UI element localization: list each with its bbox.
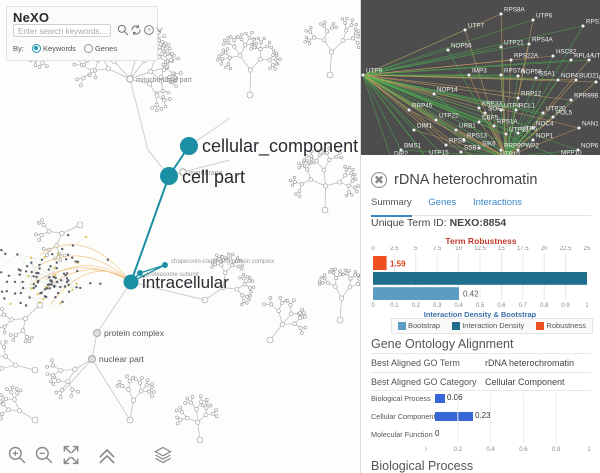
svg-text:URB1: URB1: [459, 123, 476, 130]
svg-text:mitochondrial part: mitochondrial part: [136, 77, 192, 84]
svg-text:UTP9: UTP9: [366, 68, 383, 75]
svg-text:PWP2: PWP2: [521, 143, 539, 150]
svg-text:RPS8A: RPS8A: [504, 7, 525, 14]
svg-text:22.5: 22.5: [560, 246, 572, 252]
svg-text:RRP45: RRP45: [412, 103, 433, 110]
svg-text:POL5: POL5: [556, 110, 573, 117]
svg-text:protein complex: protein complex: [104, 328, 165, 338]
svg-text:0.8: 0.8: [552, 447, 561, 453]
svg-text:CBF5: CBF5: [482, 115, 499, 122]
svg-text:RPS17B: RPS17B: [586, 19, 600, 26]
svg-text:0.8: 0.8: [540, 303, 549, 309]
svg-text:25: 25: [584, 246, 591, 252]
svg-text:12.5: 12.5: [474, 246, 486, 252]
svg-text:RPS13: RPS13: [467, 133, 487, 140]
svg-text:0.5: 0.5: [476, 303, 485, 309]
svg-text:NOP56: NOP56: [451, 43, 472, 50]
svg-text:NOC4: NOC4: [536, 121, 554, 128]
svg-text:nuclear part: nuclear part: [99, 354, 145, 364]
svg-text:SIK6: SIK6: [482, 141, 496, 148]
svg-text:cellular_component: cellular_component: [202, 136, 358, 157]
svg-text:RRP12: RRP12: [521, 91, 542, 98]
svg-text:RPS5: RPS5: [449, 138, 466, 145]
svg-text:0.1: 0.1: [390, 303, 399, 309]
svg-text:RCL1: RCL1: [519, 103, 536, 110]
svg-text:UTP13: UTP13: [592, 53, 600, 60]
svg-text:17.5: 17.5: [517, 246, 529, 252]
svg-text:NOP1: NOP1: [536, 133, 554, 140]
svg-text:0: 0: [425, 447, 427, 453]
svg-text:0: 0: [371, 246, 375, 252]
svg-text:15: 15: [498, 246, 505, 252]
svg-text:0.9: 0.9: [561, 303, 570, 309]
svg-text:2.5: 2.5: [390, 246, 399, 252]
svg-text:10: 10: [455, 246, 462, 252]
svg-text:UTP22: UTP22: [439, 113, 459, 120]
svg-text:0.6: 0.6: [497, 303, 506, 309]
svg-text:NAN1: NAN1: [582, 121, 599, 128]
svg-text:UTP6: UTP6: [536, 13, 553, 20]
svg-text:DIM1: DIM1: [417, 123, 433, 130]
svg-text:0.7: 0.7: [519, 303, 528, 309]
svg-text:0.2: 0.2: [454, 447, 463, 453]
svg-text:NOP6: NOP6: [581, 143, 599, 150]
svg-text:BUD21: BUD21: [579, 73, 600, 80]
svg-text:0.4: 0.4: [454, 303, 463, 309]
svg-text:chaperonin-containing protein: chaperonin-containing protein complex: [171, 259, 274, 265]
svg-text:20: 20: [541, 246, 548, 252]
svg-text:SSA1: SSA1: [539, 71, 556, 78]
svg-text:SOF1: SOF1: [488, 106, 505, 113]
svg-text:0.2: 0.2: [412, 303, 421, 309]
svg-text:BMS1: BMS1: [404, 143, 422, 150]
svg-text:1: 1: [585, 303, 589, 309]
svg-text:1: 1: [587, 447, 591, 453]
svg-text:UTP5: UTP5: [521, 126, 538, 133]
svg-text:0.4: 0.4: [486, 447, 495, 453]
svg-text:Interaction Density & Bootstra: Interaction Density & Bootstrap: [424, 310, 537, 318]
svg-text:7.5: 7.5: [433, 246, 442, 252]
svg-text:intracellular: intracellular: [142, 273, 229, 292]
svg-text:cell part: cell part: [182, 167, 245, 187]
svg-text:NOP14: NOP14: [437, 87, 458, 94]
svg-text:RPS1A: RPS1A: [497, 119, 518, 126]
svg-text:0.3: 0.3: [433, 303, 442, 309]
svg-text:RPS4A: RPS4A: [532, 37, 553, 44]
svg-text:0.42: 0.42: [463, 290, 479, 299]
svg-text:RPS22A: RPS22A: [514, 53, 539, 60]
svg-text:IMP3: IMP3: [472, 68, 487, 75]
svg-text:1.59: 1.59: [390, 260, 406, 269]
svg-text:UTP7: UTP7: [468, 23, 485, 30]
svg-text:0: 0: [371, 303, 375, 309]
svg-text:RPR99B: RPR99B: [574, 93, 599, 100]
svg-text:5: 5: [414, 246, 418, 252]
svg-text:UTP21: UTP21: [504, 40, 524, 47]
svg-text:0.6: 0.6: [519, 447, 528, 453]
